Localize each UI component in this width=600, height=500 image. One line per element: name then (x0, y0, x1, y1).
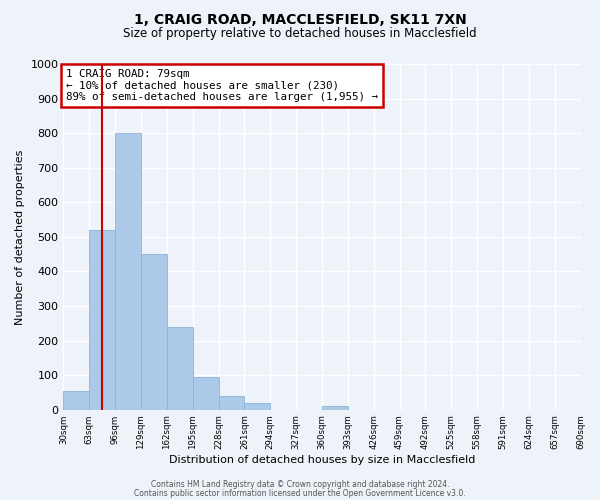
Bar (64, 390, 89, 409)
Bar (89, 230, 115, 410)
Bar (244, 404, 270, 409)
Text: Contains HM Land Registry data © Crown copyright and database right 2024.: Contains HM Land Registry data © Crown c… (151, 480, 449, 489)
Bar (141, 254, 167, 410)
Bar (322, 406, 348, 410)
Text: Contains public sector information licensed under the Open Government Licence v3: Contains public sector information licen… (134, 488, 466, 498)
Text: 1 CRAIG ROAD: 79sqm
← 10% of detached houses are smaller (230)
89% of semi-detac: 1 CRAIG ROAD: 79sqm ← 10% of detached ho… (66, 69, 378, 102)
Bar (115, 133, 141, 409)
X-axis label: Distribution of detached houses by size in Macclesfield: Distribution of detached houses by size … (169, 455, 475, 465)
Bar (218, 396, 244, 409)
Bar (167, 326, 193, 409)
Text: 1, CRAIG ROAD, MACCLESFIELD, SK11 7XN: 1, CRAIG ROAD, MACCLESFIELD, SK11 7XN (134, 12, 466, 26)
Bar (193, 377, 218, 410)
Y-axis label: Number of detached properties: Number of detached properties (15, 149, 25, 324)
Text: Size of property relative to detached houses in Macclesfield: Size of property relative to detached ho… (123, 28, 477, 40)
